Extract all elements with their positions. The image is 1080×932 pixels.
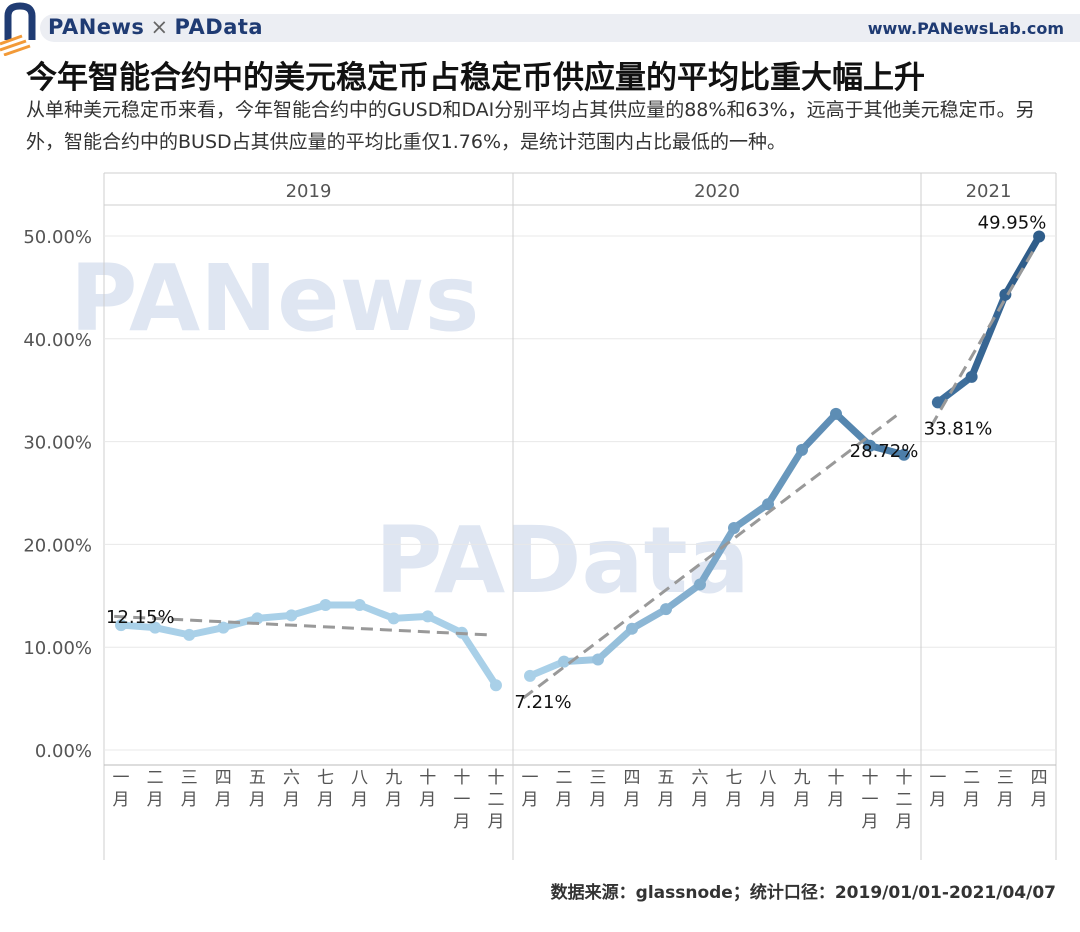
brand-padata: PAData	[174, 15, 264, 39]
series-segment-2020	[764, 446, 806, 508]
series-segment-2020	[696, 524, 738, 588]
x-tick-label: 六月	[283, 768, 300, 810]
x-tick-label: 三月	[997, 768, 1014, 810]
series-segment-2020	[798, 410, 840, 454]
data-point-2021	[931, 396, 944, 409]
series-segment-2020	[628, 605, 670, 633]
x-tick-label: 一月	[929, 768, 946, 810]
x-tick-label: 八月	[351, 768, 368, 810]
brand-panews: PANews	[48, 15, 145, 39]
x-tick-label: 九月	[794, 768, 811, 810]
data-point-2020	[796, 443, 808, 456]
series-segment-2020	[730, 500, 772, 532]
y-tick-label: 50.00%	[23, 227, 92, 248]
y-tick-label: 0.00%	[35, 741, 92, 762]
y-tick-label: 10.00%	[23, 638, 92, 659]
series-segment-2020	[594, 625, 636, 664]
x-tick-label: 二月	[556, 768, 573, 810]
x-tick-label: 十一月	[453, 768, 470, 832]
trend-line-2021	[929, 245, 1038, 427]
series-segment-2019	[424, 612, 466, 637]
data-point-2020	[728, 521, 740, 534]
data-point-2020	[694, 578, 706, 591]
x-tick-label: 十月	[419, 768, 436, 810]
data-point-2020	[830, 407, 842, 420]
x-tick-label: 十月	[828, 768, 845, 810]
data-point-2020	[864, 439, 876, 452]
x-tick-label: 四月	[624, 768, 641, 810]
data-point-2021	[965, 370, 978, 383]
data-point-2019	[421, 610, 434, 623]
y-tick-label: 20.00%	[23, 535, 92, 556]
data-point-2019	[251, 612, 264, 625]
panel-year-2021: 2021	[966, 181, 1012, 202]
data-label: 7.21%	[514, 692, 571, 713]
series-segment-2020	[526, 658, 568, 680]
data-point-2019	[285, 609, 298, 622]
x-tick-label: 五月	[249, 768, 266, 810]
x-tick-label: 十二月	[487, 768, 504, 832]
data-point-2019	[387, 612, 400, 625]
data-label: 28.72%	[850, 441, 919, 462]
series-segment-2019	[356, 601, 398, 622]
panel-year-2020: 2020	[694, 181, 740, 202]
data-point-2019	[489, 679, 502, 692]
data-label: 33.81%	[924, 418, 993, 439]
data-point-2020	[762, 498, 774, 511]
x-tick-label: 二月	[147, 768, 164, 810]
series-segment-2021	[1001, 233, 1043, 299]
data-source-note: 数据来源：glassnode；统计口径：2019/01/01-2021/04/0…	[550, 883, 1056, 903]
page-title: 今年智能合约中的美元稳定币占稳定币供应量的平均比重大幅上升	[26, 60, 925, 96]
x-tick-label: 一月	[522, 768, 539, 810]
series-segment-2020	[662, 580, 704, 613]
x-tick-label: 五月	[658, 768, 675, 810]
x-tick-label: 四月	[1031, 768, 1048, 810]
data-point-2019	[217, 621, 230, 634]
series-segment-2019	[458, 629, 500, 689]
data-point-2020	[660, 603, 672, 616]
x-tick-label: 十二月	[896, 768, 913, 832]
banner-band	[40, 14, 1080, 42]
y-tick-label: 30.00%	[23, 433, 92, 454]
x-tick-label: 三月	[181, 768, 198, 810]
x-tick-label: 七月	[317, 768, 334, 810]
data-point-2021	[1033, 230, 1046, 243]
data-point-2019	[319, 599, 332, 612]
data-point-2019	[149, 621, 162, 634]
x-tick-label: 四月	[215, 768, 232, 810]
x-tick-label: 一月	[113, 768, 130, 810]
watermark-2: PAData	[375, 507, 750, 614]
data-point-2020	[898, 448, 910, 461]
trend-line-2019	[114, 614, 493, 637]
data-point-2019	[353, 599, 366, 612]
x-tick-label: 八月	[760, 768, 777, 810]
top-banner: PANews × PAData www.PANewsLab.com	[0, 0, 1080, 56]
data-point-2019	[183, 628, 196, 641]
y-tick-label: 40.00%	[23, 330, 92, 351]
brand-wordmark: PANews × PAData	[48, 15, 263, 39]
x-tick-label: 六月	[692, 768, 709, 810]
x-tick-label: 二月	[963, 768, 980, 810]
data-point-2020	[524, 669, 536, 682]
page-subtitle: 从单种美元稳定币来看，今年智能合约中的GUSD和DAI分别平均占其供应量的88%…	[26, 99, 1035, 153]
data-point-2020	[592, 653, 604, 666]
data-point-2019	[115, 619, 128, 632]
trend-line-2020	[522, 411, 902, 700]
x-tick-label: 十一月	[862, 768, 879, 832]
panel-year-2019: 2019	[286, 181, 332, 202]
site-url[interactable]: www.PANewsLab.com	[867, 19, 1064, 38]
watermark-1: PANews	[70, 245, 479, 352]
x-tick-label: 三月	[590, 768, 607, 810]
data-point-2020	[626, 622, 638, 635]
brand-separator: ×	[150, 15, 169, 39]
x-tick-label: 七月	[726, 768, 743, 810]
panews-logo-icon	[0, 2, 36, 56]
x-tick-label: 九月	[385, 768, 402, 810]
series-segment-2021	[934, 373, 976, 406]
data-label: 12.15%	[106, 607, 175, 628]
data-point-2020	[558, 655, 570, 668]
data-label: 49.95%	[978, 213, 1047, 234]
